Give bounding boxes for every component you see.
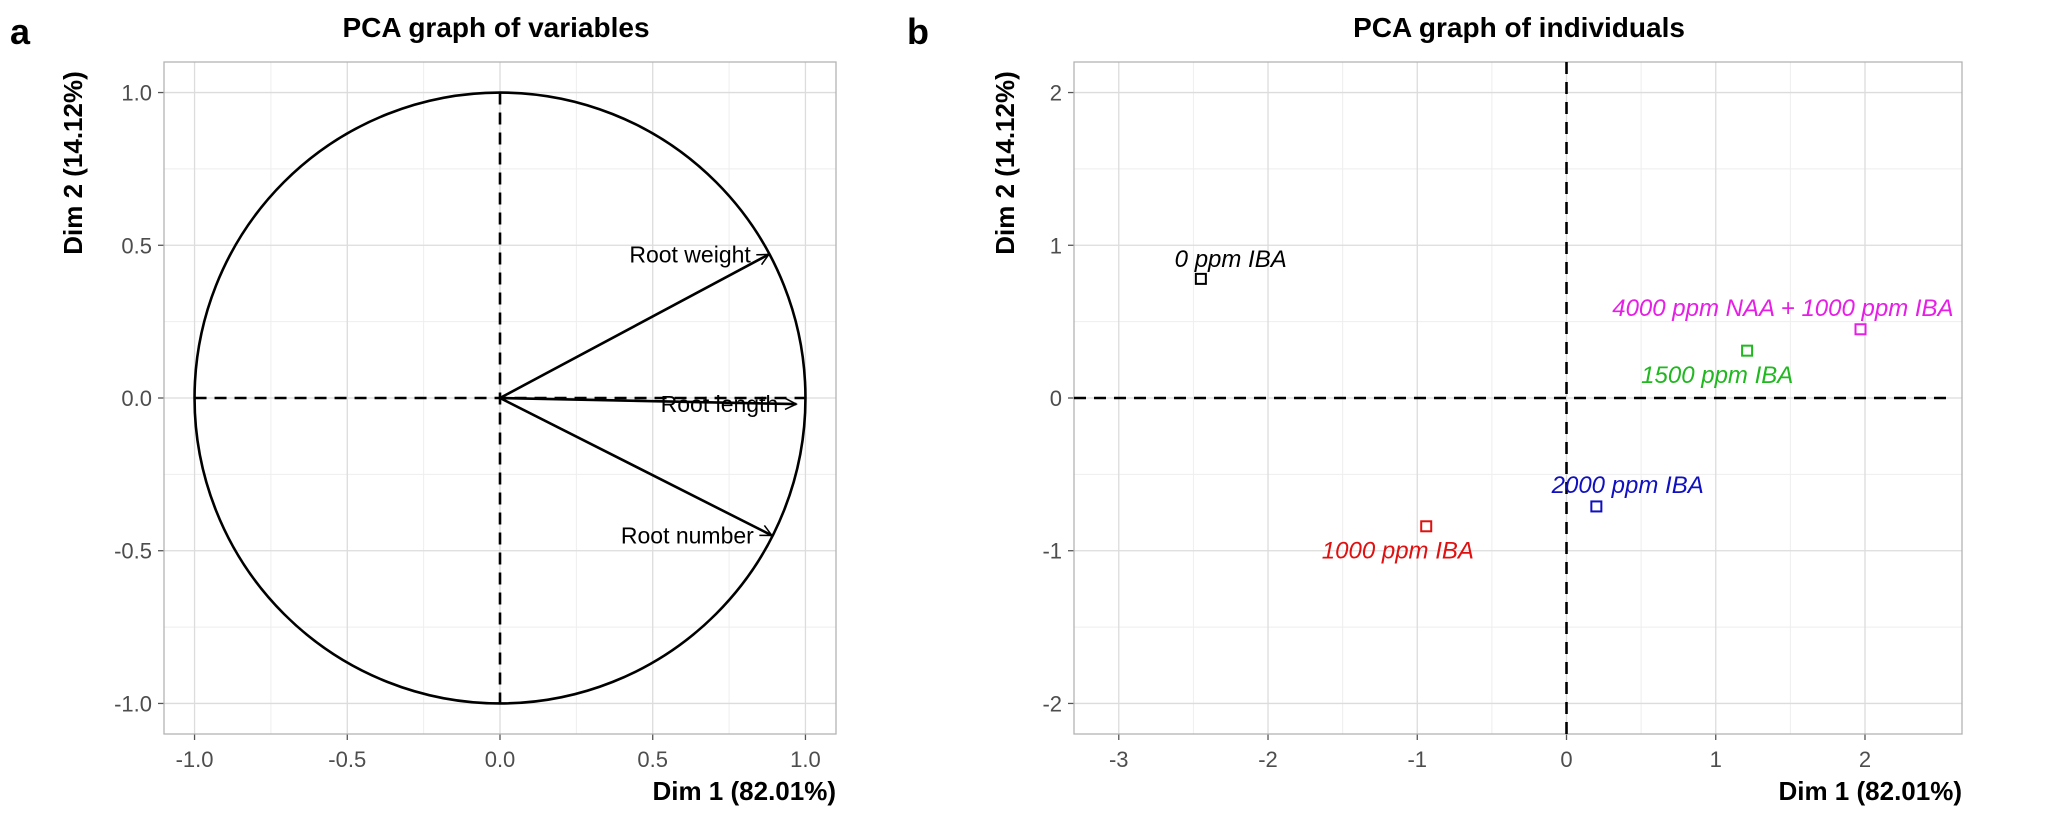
variables-plot-frame [163,61,837,735]
vector-arrow-root-length [499,396,796,404]
point-1500-ppm-iba [1741,344,1754,357]
variables-x-tick-label: -1.0 [176,747,214,772]
variables-y-tick-label: 0.0 [121,386,152,411]
chart-title-variables: PCA graph of variables [342,12,649,43]
y-axis-title-individuals: Dim 2 (14.12%) [990,71,1020,255]
panel-a: a PCA graph of variables -1.0 -0.5 0.0 0.5 1… [10,11,837,806]
individuals-x-tick-label: -2 [1258,747,1278,772]
x-axis-title-individuals: Dim 1 (82.01%) [1778,776,1962,806]
vector-label-root-weight: Root weight [629,241,751,267]
panel-letter-a: a [10,11,31,52]
panel-b: b PCA graph of individuals -3 -2 -1 0 1 2 -2 -1… [907,11,1963,806]
y-axis-title-variables: Dim 2 (14.12%) [58,71,88,255]
point-label-0-ppm-iba: 0 ppm IBA [1175,246,1287,273]
point-1000-ppm-iba [1420,520,1433,533]
individuals-x-tick-label: 2 [1859,747,1871,772]
point-label-4000-ppm-naa-1000-ppm-iba: 4000 ppm NAA + 1000 ppm IBA [1612,295,1953,322]
variables-y-tick-label: 1.0 [121,81,152,106]
variables-y-tick-label: -1.0 [114,691,152,716]
individuals-plot-area: -3 -2 -1 0 1 2 -2 -1 0 1 2 0 ppm IBA 4000 ppm NAA + … [1042,61,1963,772]
variables-x-tick-label: 0.0 [485,747,516,772]
variables-x-tick-label: -0.5 [328,747,366,772]
chart-title-individuals: PCA graph of individuals [1353,12,1685,43]
individuals-x-tick-label: -3 [1109,747,1129,772]
variables-plot-area: -1.0 -0.5 0.0 0.5 1.0 -1.0 -0.5 0.0 0.5 1.0 Root w… [114,61,837,772]
individuals-y-tick-label: -2 [1042,691,1062,716]
vector-label-root-length: Root length [661,391,779,417]
correlation-circle [193,91,807,705]
variables-x-tick-label: 1.0 [790,747,821,772]
individuals-y-tick-label: 1 [1050,233,1062,258]
point-label-1000-ppm-iba: 1000 ppm IBA [1322,538,1474,565]
panel-letter-b: b [907,11,929,52]
vector-label-root-number: Root number [621,522,754,548]
point-label-2000-ppm-iba: 2000 ppm IBA [1551,472,1704,499]
individuals-y-tick-label: -1 [1042,539,1062,564]
point-2000-ppm-iba [1590,500,1603,513]
variables-y-tick-label: 0.5 [121,233,152,258]
point-label-1500-ppm-iba: 1500 ppm IBA [1641,362,1793,389]
point-0-ppm-iba [1194,272,1207,285]
individuals-x-tick-label: -1 [1407,747,1427,772]
individuals-y-tick-label: 2 [1050,81,1062,106]
vector-arrow-root-weight [499,253,769,400]
vector-arrow-root-number [499,396,772,537]
variables-x-tick-label: 0.5 [637,747,668,772]
individuals-x-tick-label: 1 [1710,747,1722,772]
x-axis-title-variables: Dim 1 (82.01%) [652,776,836,806]
point-4000-ppm-naa-1000-ppm-iba [1854,323,1867,336]
variables-y-tick-label: -0.5 [114,539,152,564]
individuals-x-tick-label: 0 [1560,747,1572,772]
individuals-y-tick-label: 0 [1050,386,1062,411]
